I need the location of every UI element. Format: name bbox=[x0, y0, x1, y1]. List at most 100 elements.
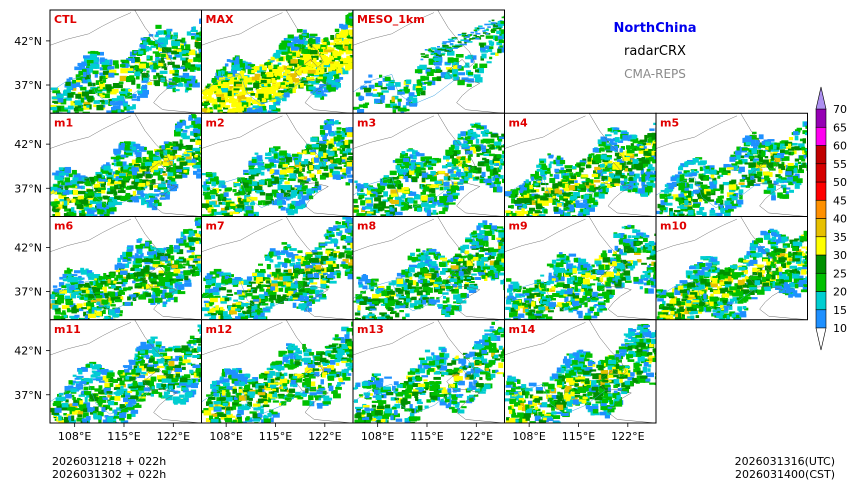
echo-cell bbox=[183, 73, 189, 78]
echo-cell bbox=[298, 154, 302, 158]
echo-cell bbox=[250, 93, 255, 96]
echo-cell bbox=[322, 94, 327, 97]
echo-cell bbox=[132, 171, 137, 175]
echo-cell bbox=[489, 21, 491, 23]
echo-cell bbox=[571, 175, 577, 179]
echo-cell bbox=[417, 153, 424, 156]
echo-cell bbox=[380, 95, 385, 100]
echo-cell bbox=[170, 168, 176, 172]
echo-cell bbox=[567, 210, 574, 212]
echo-cell bbox=[279, 197, 287, 199]
echo-cell bbox=[376, 189, 383, 192]
echo-cell bbox=[390, 171, 397, 176]
echo-cell bbox=[613, 178, 621, 183]
echo-cell bbox=[163, 150, 167, 155]
echo-cell bbox=[416, 170, 420, 172]
echo-cell bbox=[279, 150, 287, 155]
echo-cell bbox=[489, 154, 495, 157]
echo-cell bbox=[427, 82, 431, 86]
echo-cell bbox=[139, 64, 146, 69]
echo-cell bbox=[249, 176, 255, 180]
echo-cell bbox=[483, 154, 489, 156]
echo-cell bbox=[437, 49, 442, 51]
echo-cell bbox=[97, 204, 103, 209]
echo-cell bbox=[496, 163, 499, 165]
echo-cell bbox=[135, 65, 138, 70]
echo-cell bbox=[341, 25, 348, 30]
echo-cell bbox=[540, 161, 544, 163]
echo-cell bbox=[723, 164, 729, 168]
echo-cell bbox=[274, 160, 280, 163]
echo-cell bbox=[142, 157, 146, 162]
echo-cell bbox=[588, 200, 591, 203]
echo-cell bbox=[159, 184, 166, 187]
echo-cell bbox=[360, 200, 365, 205]
echo-cell bbox=[146, 71, 149, 73]
echo-cell bbox=[329, 68, 332, 72]
echo-cell bbox=[557, 156, 561, 160]
echo-cell bbox=[482, 149, 487, 152]
echo-cell bbox=[157, 40, 164, 42]
echo-cell bbox=[636, 166, 643, 171]
echo-cell bbox=[601, 154, 607, 159]
echo-cell bbox=[366, 200, 372, 204]
echo-cell bbox=[493, 156, 496, 161]
echo-cell bbox=[231, 104, 237, 108]
echo-cell bbox=[480, 126, 484, 129]
echo-cell bbox=[486, 166, 491, 171]
echo-cell bbox=[268, 152, 272, 155]
echo-cell bbox=[195, 42, 203, 47]
echo-cell bbox=[278, 165, 282, 169]
echo-cell bbox=[233, 189, 237, 192]
echo-cell bbox=[298, 194, 302, 199]
echo-cell bbox=[253, 105, 260, 108]
echo-cell bbox=[336, 83, 341, 88]
echo-cell bbox=[121, 88, 126, 91]
echo-cell bbox=[412, 98, 417, 103]
echo-cell bbox=[126, 153, 132, 156]
echo-cell bbox=[196, 119, 201, 123]
echo-cell bbox=[285, 82, 289, 85]
echo-cell bbox=[328, 121, 334, 124]
echo-cell bbox=[488, 139, 491, 142]
echo-cell bbox=[301, 195, 309, 200]
echo-cell bbox=[188, 51, 195, 55]
echo-cell bbox=[183, 130, 188, 133]
echo-cell bbox=[147, 38, 151, 42]
echo-cell bbox=[460, 131, 466, 136]
echo-cell bbox=[386, 84, 394, 87]
echo-cell bbox=[206, 200, 210, 204]
echo-cell bbox=[473, 148, 476, 151]
echo-cell bbox=[340, 145, 344, 148]
echo-cell bbox=[638, 188, 645, 193]
echo-cell bbox=[83, 72, 86, 77]
echo-cell bbox=[284, 92, 290, 97]
echo-cell bbox=[538, 181, 541, 183]
echo-cell bbox=[464, 38, 467, 40]
echo-cell bbox=[336, 158, 340, 163]
echo-cell bbox=[398, 99, 402, 102]
echo-cell bbox=[409, 92, 415, 97]
echo-cell bbox=[354, 181, 357, 183]
echo-cell bbox=[548, 155, 553, 159]
echo-cell bbox=[224, 192, 229, 197]
echo-cell bbox=[287, 169, 293, 173]
echo-cell bbox=[289, 173, 296, 178]
echo-cell bbox=[494, 142, 501, 146]
echo-cell bbox=[425, 49, 428, 51]
echo-cell bbox=[641, 182, 645, 186]
echo-cell bbox=[562, 179, 568, 182]
echo-cell bbox=[770, 188, 775, 193]
echo-cell bbox=[802, 162, 806, 167]
echo-cell bbox=[400, 108, 407, 112]
echo-cell bbox=[421, 168, 426, 171]
echo-cell bbox=[54, 101, 58, 104]
y-tick-label: 37°N bbox=[14, 182, 42, 195]
echo-cell bbox=[209, 201, 216, 205]
echo-cell bbox=[496, 186, 502, 191]
echo-cell bbox=[151, 194, 156, 196]
echo-cell bbox=[499, 137, 504, 139]
echo-cell bbox=[628, 189, 632, 192]
echo-cell bbox=[558, 181, 563, 186]
